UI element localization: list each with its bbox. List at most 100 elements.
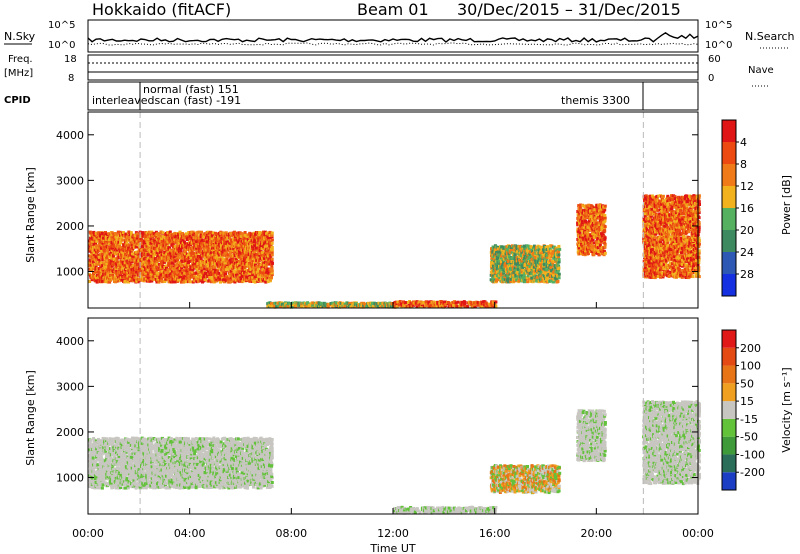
heatmap-cell: [166, 271, 170, 274]
heatmap-cell: [129, 247, 133, 251]
heatmap-cell: [226, 253, 230, 257]
heatmap-cell: [190, 249, 194, 253]
heatmap-cell: [491, 303, 495, 307]
heatmap-cell: [157, 232, 161, 236]
heatmap-cell: [187, 280, 191, 283]
heatmap-cell: [223, 257, 227, 261]
heatmap-cell: [143, 277, 147, 281]
heatmap-cell: [434, 300, 438, 304]
heatmap-cell: [245, 253, 248, 257]
heatmap-cell: [203, 275, 207, 279]
freq-label-1: Freq.: [8, 54, 33, 65]
heatmap-cell: [264, 265, 268, 269]
heatmap-cell: [225, 264, 229, 268]
heatmap-cell: [194, 246, 198, 250]
heatmap-cell: [169, 236, 173, 240]
heatmap-cell: [206, 275, 210, 279]
heatmap-cell: [537, 280, 541, 284]
heatmap-cell: [223, 280, 226, 284]
heatmap-cell: [389, 304, 393, 308]
heatmap-cell: [205, 262, 209, 266]
heatmap-cell: [270, 245, 274, 249]
heatmap-cell: [172, 240, 176, 244]
heatmap-cell: [587, 203, 591, 207]
heatmap-cell: [252, 240, 256, 244]
heatmap-cell: [112, 244, 116, 248]
heatmap-cell: [546, 256, 550, 260]
heatmap-cell: [395, 305, 399, 309]
heatmap-cell: [127, 246, 131, 250]
heatmap-cell: [203, 278, 207, 281]
heatmap-cell: [167, 277, 171, 281]
heatmap-cell: [123, 254, 127, 258]
heatmap-cell: [143, 239, 147, 243]
heatmap-cell: [160, 248, 164, 252]
freq-tick-8: 8: [68, 73, 74, 84]
heatmap-cell: [549, 279, 553, 283]
heatmap-cell: [593, 211, 597, 215]
heatmap-cell: [578, 244, 581, 248]
heatmap-cell: [246, 263, 250, 267]
heatmap-cell: [253, 261, 256, 265]
heatmap-cell: [204, 255, 207, 259]
heatmap-cell: [124, 238, 128, 241]
heatmap-cell: [113, 232, 117, 235]
heatmap-cell: [528, 252, 532, 256]
heatmap-cell: [484, 301, 488, 305]
heatmap-cell: [398, 300, 402, 303]
heatmap-cell: [404, 301, 408, 304]
heatmap-cell: [147, 230, 151, 234]
heatmap-cell: [439, 300, 443, 303]
heatmap-cell: [88, 236, 92, 240]
heatmap-cell: [95, 274, 99, 277]
heatmap-cell: [132, 263, 136, 267]
heatmap-cell: [227, 246, 231, 250]
heatmap-cell: [130, 271, 134, 275]
heatmap-cell: [177, 254, 181, 258]
heatmap-cell: [263, 261, 267, 264]
heatmap-cell: [91, 235, 95, 239]
heatmap-cell: [539, 274, 543, 278]
heatmap-cell: [109, 244, 113, 248]
heatmap-cell: [528, 263, 532, 266]
heatmap-cell: [147, 252, 151, 256]
heatmap-cell: [396, 300, 400, 304]
heatmap-cell: [204, 271, 207, 275]
heatmap-cell: [499, 262, 503, 265]
heatmap-cell: [235, 245, 239, 249]
heatmap-cell: [137, 280, 141, 284]
heatmap-cell: [597, 207, 601, 211]
heatmap-cell: [169, 259, 173, 263]
heatmap-cell: [230, 240, 234, 244]
heatmap-cell: [93, 262, 97, 266]
heatmap-cell: [181, 232, 185, 235]
heatmap-cell: [187, 274, 191, 278]
heatmap-cell: [113, 248, 117, 252]
heatmap-cell: [89, 239, 93, 243]
heatmap-cell: [183, 243, 187, 246]
heatmap-cell: [211, 231, 215, 235]
heatmap-cell: [348, 301, 352, 305]
heatmap-cell: [177, 246, 181, 250]
heatmap-cell: [262, 251, 265, 255]
heatmap-cell: [161, 231, 165, 235]
heatmap-cell: [124, 280, 128, 284]
heatmap-cell: [264, 273, 268, 277]
heatmap-cell: [230, 260, 234, 264]
heatmap-cell: [500, 266, 504, 269]
heatmap-cell: [240, 270, 244, 274]
heatmap-cell: [118, 279, 122, 282]
heatmap-cell: [181, 259, 185, 263]
heatmap-cell: [508, 272, 512, 276]
heatmap-cell: [159, 230, 163, 234]
heatmap-cell: [548, 247, 552, 251]
heatmap-cell: [509, 270, 513, 274]
heatmap-cell: [267, 238, 271, 242]
heatmap-cell: [535, 275, 539, 279]
heatmap-cell: [183, 249, 187, 252]
heatmap-cell: [238, 259, 242, 263]
heatmap-cell: [489, 278, 493, 282]
heatmap-cell: [589, 209, 592, 213]
heatmap-cell: [89, 247, 93, 251]
heatmap-cell: [516, 256, 520, 260]
